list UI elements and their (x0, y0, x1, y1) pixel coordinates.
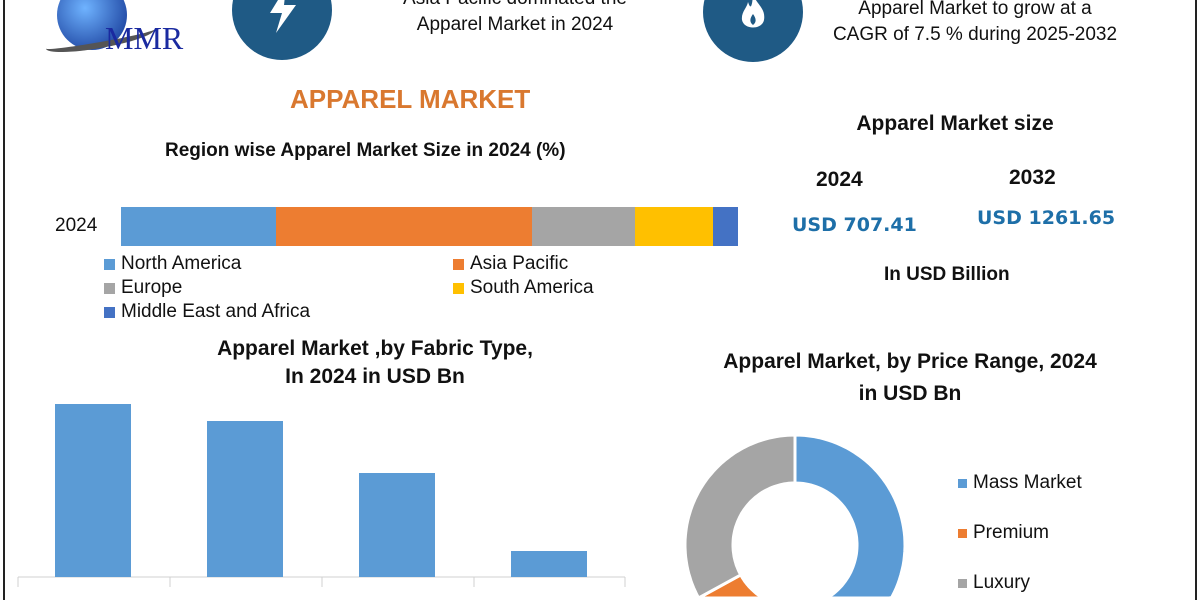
fabric-bar-chart (17, 404, 626, 587)
legend-label: North America (121, 253, 242, 274)
price-donut-chart (683, 433, 907, 600)
title-line: Apparel Market ,by Fabric Type, (217, 337, 533, 360)
year-2032: 2032 (1009, 166, 1056, 189)
legend-label: Premium (973, 522, 1050, 543)
donut-slice-luxury (683, 433, 797, 600)
unit-label: In USD Billion (884, 264, 1010, 285)
market-size-title: Apparel Market size (856, 112, 1054, 135)
text-line: Apparel Market in 2024 (416, 14, 614, 35)
text-line: Apparel Market to grow at a (858, 0, 1092, 19)
fabric-bar (55, 404, 131, 577)
legend-item: Middle East and Africa (104, 301, 453, 323)
text-line: CAGR of 7.5 % during 2025-2032 (832, 24, 1118, 45)
top-right-text: Apparel Market to grow at a CAGR of 7.5 … (800, 0, 1150, 48)
legend-swatch (958, 478, 967, 488)
legend-swatch (958, 578, 967, 588)
legend-label: Asia Pacific (470, 253, 569, 274)
subtitle-line: in USD Bn (858, 382, 962, 405)
legend-label: Luxury (973, 572, 1031, 593)
stack-segment-europe (531, 207, 635, 246)
region-category-label: 2024 (55, 215, 98, 236)
legend-label: Middle East and Africa (121, 301, 311, 322)
mmr-logo: MMR (44, 0, 225, 65)
legend-swatch (104, 282, 115, 294)
fabric-bar (511, 551, 587, 577)
legend-item: Premium (958, 522, 1082, 544)
stack-segment-south-america (634, 207, 713, 246)
page-title: APPAREL MARKET (290, 84, 531, 114)
legend-label: South America (470, 277, 594, 298)
subtitle-line: In 2024 in USD Bn (285, 365, 465, 388)
region-stacked-bar (121, 207, 738, 246)
fabric-chart-title: Apparel Market ,by Fabric Type, In 2024 … (170, 335, 580, 391)
legend-label: Mass Market (973, 472, 1082, 493)
stack-segment-asia-pacific (275, 207, 532, 246)
region-chart-title: Region wise Apparel Market Size in 2024 … (165, 140, 566, 161)
legend-item: North America (104, 253, 453, 275)
legend-swatch (104, 306, 115, 318)
value-2032: USD 1261.65 (977, 207, 1116, 229)
legend-item: Asia Pacific (453, 253, 653, 275)
legend-item: Luxury (958, 572, 1082, 594)
legend-label: Europe (121, 277, 183, 298)
region-legend: North America Asia Pacific Europe South Ame… (104, 253, 644, 323)
price-legend: Mass Market Premium Luxury (958, 472, 1082, 594)
year-2024: 2024 (816, 168, 863, 191)
legend-item: South America (453, 277, 653, 299)
frame (3, 0, 1197, 600)
stack-segment-middle-east-and-africa (712, 207, 738, 246)
legend-item: Europe (104, 277, 453, 299)
text-line: Asia Pacific dominated the (360, 0, 670, 12)
stack-segment-north-america (121, 207, 276, 246)
legend-swatch (104, 258, 115, 270)
legend-swatch (958, 528, 967, 538)
fabric-bar (359, 473, 435, 577)
legend-swatch (453, 282, 464, 294)
value-2024: USD 707.41 (792, 214, 917, 236)
top-left-text: Asia Pacific dominated the Apparel Marke… (360, 0, 670, 38)
legend-item: Mass Market (958, 472, 1082, 494)
fabric-bar (207, 421, 283, 577)
price-chart-title: Apparel Market, by Price Range, 2024 in … (690, 346, 1130, 410)
legend-swatch (453, 258, 464, 270)
logo-text: MMR (105, 20, 184, 56)
title-line: Apparel Market, by Price Range, 2024 (723, 350, 1097, 373)
donut-slice-mass-market (793, 433, 907, 600)
